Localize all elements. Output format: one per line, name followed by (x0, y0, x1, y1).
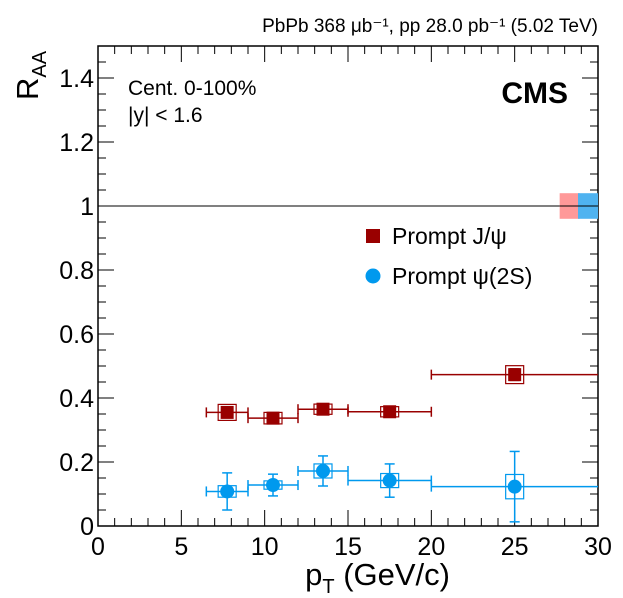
data-point-circle (316, 463, 330, 478)
x-tick-label: 10 (251, 533, 279, 561)
x-axis-ticks: 0 5 10 15 20 25 30 (91, 46, 612, 561)
y-tick-label: 1.4 (59, 65, 94, 93)
x-tick-label: 5 (174, 533, 188, 561)
y-tick-label: 0 (80, 513, 94, 541)
x-axis-label: pT (GeV/c) (305, 557, 450, 598)
legend-marker-jpsi (366, 229, 380, 243)
y-axis-label: RAA (10, 50, 51, 100)
data-point-square (316, 402, 330, 416)
data-point-circle (382, 473, 397, 488)
experiment-label: CMS (501, 77, 568, 110)
global-uncertainty-boxes (559, 193, 598, 219)
x-tick-label: 30 (584, 533, 612, 561)
data-point-square (266, 411, 280, 425)
x-tick-label: 0 (91, 533, 105, 561)
y-tick-label: 1 (80, 193, 94, 221)
x-tick-label: 20 (417, 533, 445, 561)
annotation-centrality: Cent. 0-100% (128, 77, 256, 100)
data-point-circle (266, 478, 280, 493)
annotation-rapidity: |y| < 1.6 (128, 104, 203, 127)
y-tick-label: 0.8 (59, 257, 94, 285)
y-tick-label: 0.6 (59, 321, 94, 349)
y-tick-label: 0.4 (59, 385, 94, 413)
y-tick-label: 0.2 (59, 449, 94, 477)
data-point-circle (507, 479, 522, 494)
y-axis-ticks: 0 0.2 0.4 0.6 0.8 1 1.2 1.4 (59, 45, 598, 541)
legend: Prompt J/ψ Prompt ψ(2S) (365, 223, 532, 289)
x-tick-label: 15 (334, 533, 362, 561)
y-tick-label: 1.2 (59, 129, 94, 157)
data-point-square (383, 405, 397, 419)
x-tick-label: 25 (501, 533, 529, 561)
header-label: PbPb 368 μb⁻¹, pp 28.0 pb⁻¹ (5.02 TeV) (262, 16, 598, 37)
y-axis-label-subscript: AA (29, 50, 51, 77)
series-jpsi (205, 365, 598, 425)
series-psi2s (205, 450, 598, 523)
data-point-square (508, 368, 522, 382)
x-axis-label-units: (GeV/c) (335, 557, 450, 592)
data-point-square (220, 405, 234, 419)
legend-label-psi2s: Prompt ψ(2S) (392, 263, 532, 289)
data-series (205, 365, 598, 523)
legend-marker-psi2s (365, 268, 381, 284)
x-axis-label-subscript: T (322, 576, 334, 598)
data-point-circle (220, 484, 235, 499)
legend-label-jpsi: Prompt J/ψ (392, 223, 507, 249)
